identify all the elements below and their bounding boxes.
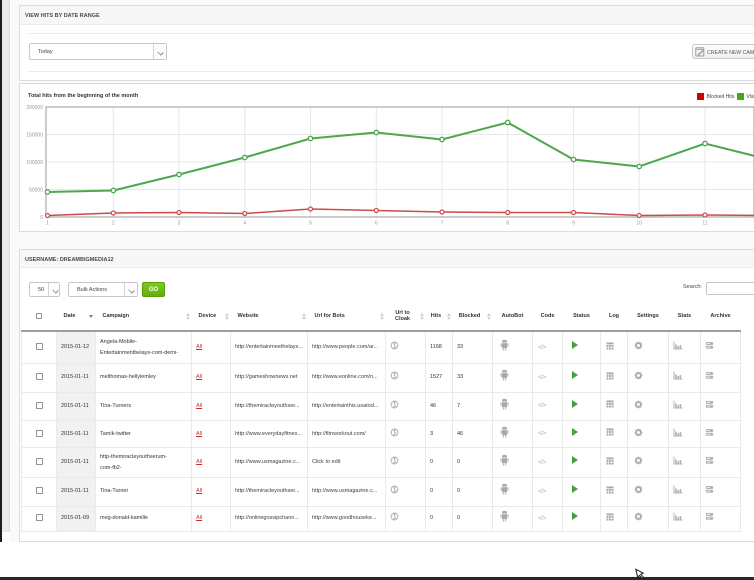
svg-text:3: 3 (178, 221, 181, 227)
svg-text:0: 0 (40, 215, 43, 221)
svg-text:1: 1 (46, 221, 49, 227)
svg-text:4: 4 (243, 221, 246, 227)
svg-text:6: 6 (375, 221, 378, 227)
svg-text:9: 9 (572, 221, 575, 227)
svg-text:2: 2 (112, 221, 115, 227)
svg-text:5: 5 (309, 221, 312, 227)
svg-text:200000: 200000 (26, 105, 43, 111)
svg-text:150000: 150000 (26, 133, 43, 139)
svg-text:11: 11 (702, 221, 707, 227)
svg-text:100000: 100000 (26, 160, 43, 166)
svg-text:50000: 50000 (29, 188, 43, 194)
svg-text:10: 10 (636, 221, 642, 227)
svg-text:7: 7 (441, 221, 444, 227)
svg-text:8: 8 (506, 221, 509, 227)
